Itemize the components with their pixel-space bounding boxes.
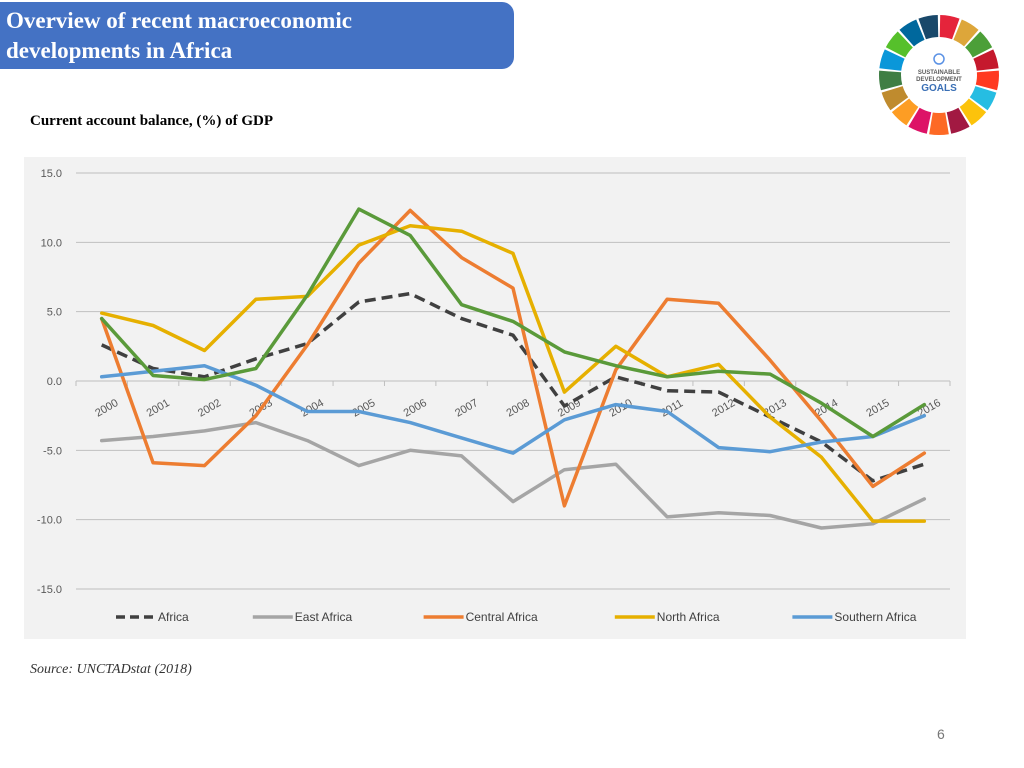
y-tick-label: 15.0	[41, 168, 62, 180]
sdg-segment	[976, 71, 999, 91]
legend-label: Central Africa	[466, 610, 538, 624]
chart-title: Current account balance, (%) of GDP	[30, 113, 273, 130]
sdg-text-3: GOALS	[921, 83, 957, 94]
chart-container: 15.010.05.00.0-5.0-10.0-15.0200020012002…	[24, 157, 966, 639]
title-line-2: developments in Africa	[6, 36, 514, 66]
title-banner: Overview of recent macroeconomic develop…	[0, 2, 514, 69]
y-tick-label: -10.0	[37, 515, 62, 527]
sdg-text-1: SUSTAINABLE	[918, 70, 960, 76]
y-tick-label: -5.0	[43, 445, 62, 457]
sdg-segment	[929, 112, 949, 135]
legend-label: East Africa	[295, 610, 353, 624]
y-tick-label: -15.0	[37, 584, 62, 596]
y-tick-label: 5.0	[47, 307, 62, 319]
source-note: Source: UNCTADstat (2018)	[30, 662, 192, 678]
line-chart: 15.010.05.00.0-5.0-10.0-15.0200020012002…	[24, 157, 966, 639]
page-number: 6	[937, 726, 945, 742]
legend-label: Africa	[158, 610, 189, 624]
sdg-segment	[879, 71, 902, 91]
y-tick-label: 0.0	[47, 376, 62, 388]
title-line-1: Overview of recent macroeconomic	[6, 6, 514, 36]
y-tick-label: 10.0	[41, 237, 62, 249]
sdg-wheel-icon: SUSTAINABLE DEVELOPMENT GOALS	[878, 14, 1000, 136]
legend-label: Southern Africa	[834, 610, 916, 624]
legend-label: North Africa	[657, 610, 720, 624]
